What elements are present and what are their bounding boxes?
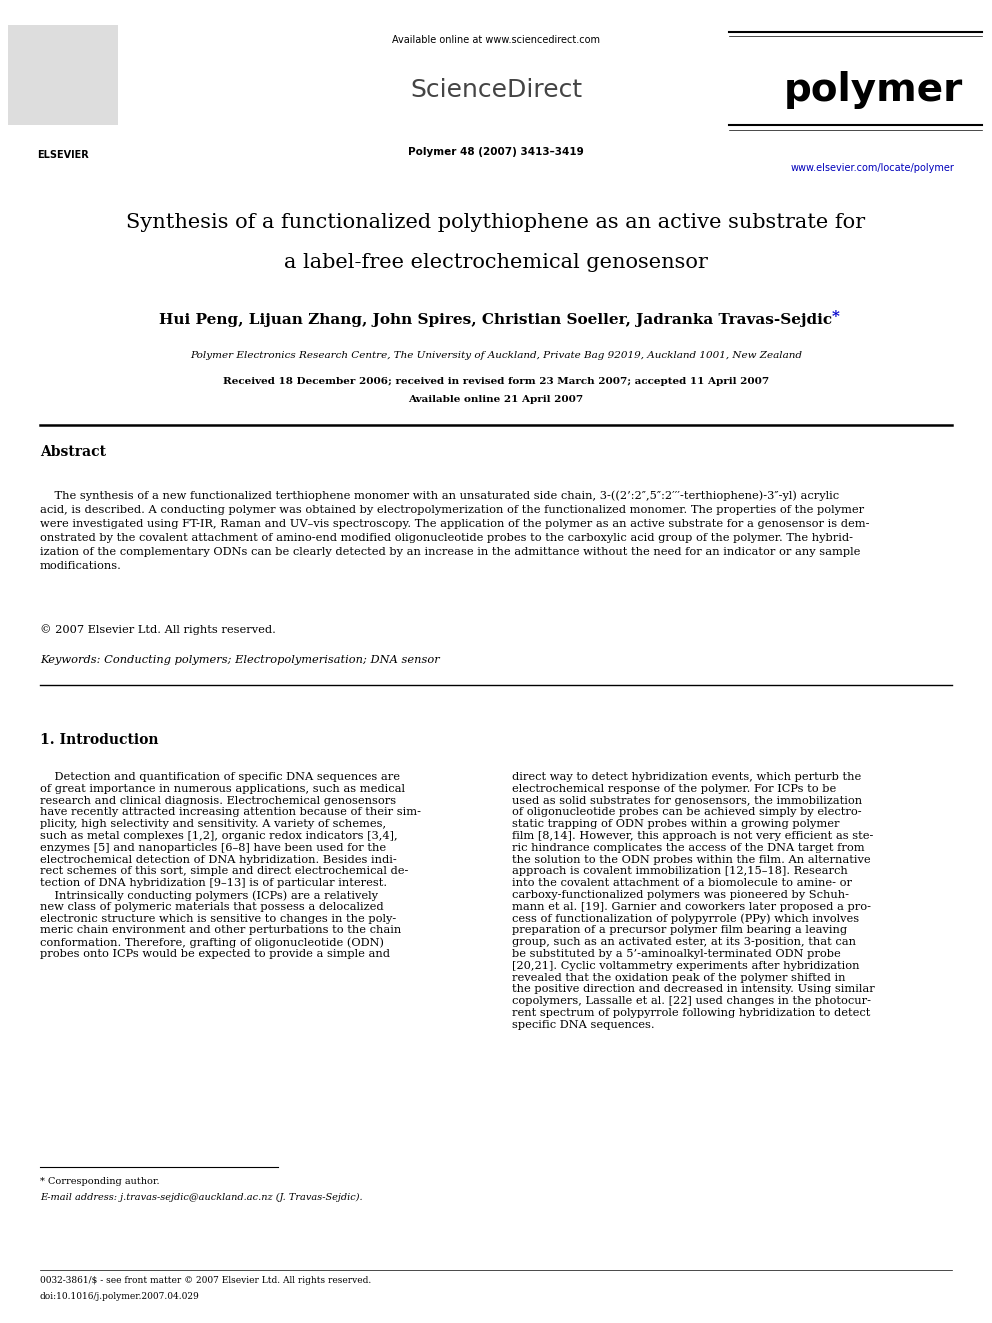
Text: ScienceDirect: ScienceDirect <box>410 78 582 102</box>
Text: tection of DNA hybridization [9–13] is of particular interest.: tection of DNA hybridization [9–13] is o… <box>40 878 387 888</box>
Text: have recently attracted increasing attention because of their sim-: have recently attracted increasing atten… <box>40 807 421 818</box>
Text: Available online 21 April 2007: Available online 21 April 2007 <box>409 396 583 405</box>
Text: used as solid substrates for genosensors, the immobilization: used as solid substrates for genosensors… <box>512 795 862 806</box>
Text: rent spectrum of polypyrrole following hybridization to detect: rent spectrum of polypyrrole following h… <box>512 1008 870 1017</box>
Text: static trapping of ODN probes within a growing polymer: static trapping of ODN probes within a g… <box>512 819 839 830</box>
Text: electronic structure which is sensitive to changes in the poly-: electronic structure which is sensitive … <box>40 914 396 923</box>
Text: electrochemical response of the polymer. For ICPs to be: electrochemical response of the polymer.… <box>512 783 836 794</box>
Text: film [8,14]. However, this approach is not very efficient as ste-: film [8,14]. However, this approach is n… <box>512 831 873 841</box>
Text: plicity, high selectivity and sensitivity. A variety of schemes,: plicity, high selectivity and sensitivit… <box>40 819 386 830</box>
Text: meric chain environment and other perturbations to the chain: meric chain environment and other pertur… <box>40 925 401 935</box>
Text: group, such as an activated ester, at its 3-position, that can: group, such as an activated ester, at it… <box>512 937 856 947</box>
Text: a label-free electrochemical genosensor: a label-free electrochemical genosensor <box>284 253 708 271</box>
Text: be substituted by a 5’-aminoalkyl-terminated ODN probe: be substituted by a 5’-aminoalkyl-termin… <box>512 949 840 959</box>
Text: enzymes [5] and nanoparticles [6–8] have been used for the: enzymes [5] and nanoparticles [6–8] have… <box>40 843 386 853</box>
Text: Abstract: Abstract <box>40 445 106 459</box>
Text: specific DNA sequences.: specific DNA sequences. <box>512 1020 655 1029</box>
Text: doi:10.1016/j.polymer.2007.04.029: doi:10.1016/j.polymer.2007.04.029 <box>40 1293 199 1301</box>
Text: E-mail address: j.travas-sejdic@auckland.ac.nz (J. Travas-Sejdic).: E-mail address: j.travas-sejdic@auckland… <box>40 1193 362 1203</box>
Text: revealed that the oxidation peak of the polymer shifted in: revealed that the oxidation peak of the … <box>512 972 845 983</box>
Text: Polymer 48 (2007) 3413–3419: Polymer 48 (2007) 3413–3419 <box>408 147 584 157</box>
Text: copolymers, Lassalle et al. [22] used changes in the photocur-: copolymers, Lassalle et al. [22] used ch… <box>512 996 871 1007</box>
Text: Available online at www.sciencedirect.com: Available online at www.sciencedirect.co… <box>392 34 600 45</box>
Text: The synthesis of a new functionalized terthiophene monomer with an unsaturated s: The synthesis of a new functionalized te… <box>40 490 869 570</box>
Text: Hui Peng, Lijuan Zhang, John Spires, Christian Soeller, Jadranka Travas-Sejdic: Hui Peng, Lijuan Zhang, John Spires, Chr… <box>160 314 832 327</box>
Text: of great importance in numerous applications, such as medical: of great importance in numerous applicat… <box>40 783 405 794</box>
Text: mann et al. [19]. Garnier and coworkers later proposed a pro-: mann et al. [19]. Garnier and coworkers … <box>512 902 871 912</box>
Text: © 2007 Elsevier Ltd. All rights reserved.: © 2007 Elsevier Ltd. All rights reserved… <box>40 624 276 635</box>
Text: 0032-3861/$ - see front matter © 2007 Elsevier Ltd. All rights reserved.: 0032-3861/$ - see front matter © 2007 El… <box>40 1275 371 1285</box>
Text: Intrinsically conducting polymers (ICPs) are a relatively: Intrinsically conducting polymers (ICPs)… <box>40 890 378 901</box>
Text: conformation. Therefore, grafting of oligonucleotide (ODN): conformation. Therefore, grafting of oli… <box>40 937 384 947</box>
Text: preparation of a precursor polymer film bearing a leaving: preparation of a precursor polymer film … <box>512 925 847 935</box>
Text: carboxy-functionalized polymers was pioneered by Schuh-: carboxy-functionalized polymers was pion… <box>512 890 849 900</box>
Bar <box>8 25 118 124</box>
Text: Synthesis of a functionalized polythiophene as an active substrate for: Synthesis of a functionalized polythioph… <box>126 213 866 232</box>
Text: into the covalent attachment of a biomolecule to amine- or: into the covalent attachment of a biomol… <box>512 878 852 888</box>
Text: the positive direction and decreased in intensity. Using similar: the positive direction and decreased in … <box>512 984 875 995</box>
Text: [20,21]. Cyclic voltammetry experiments after hybridization: [20,21]. Cyclic voltammetry experiments … <box>512 960 859 971</box>
Text: Detection and quantification of specific DNA sequences are: Detection and quantification of specific… <box>40 773 400 782</box>
Text: cess of functionalization of polypyrrole (PPy) which involves: cess of functionalization of polypyrrole… <box>512 914 859 925</box>
Text: *: * <box>831 310 839 324</box>
Text: ELSEVIER: ELSEVIER <box>37 149 89 160</box>
Text: electrochemical detection of DNA hybridization. Besides indi-: electrochemical detection of DNA hybridi… <box>40 855 397 865</box>
Text: 1. Introduction: 1. Introduction <box>40 733 158 747</box>
Text: ric hindrance complicates the access of the DNA target from: ric hindrance complicates the access of … <box>512 843 864 853</box>
Text: Received 18 December 2006; received in revised form 23 March 2007; accepted 11 A: Received 18 December 2006; received in r… <box>223 377 769 386</box>
Text: * Corresponding author.: * Corresponding author. <box>40 1177 160 1185</box>
Text: www.elsevier.com/locate/polymer: www.elsevier.com/locate/polymer <box>791 163 955 173</box>
Text: approach is covalent immobilization [12,15–18]. Research: approach is covalent immobilization [12,… <box>512 867 847 876</box>
Text: polymer: polymer <box>784 71 962 108</box>
Text: research and clinical diagnosis. Electrochemical genosensors: research and clinical diagnosis. Electro… <box>40 795 396 806</box>
Text: probes onto ICPs would be expected to provide a simple and: probes onto ICPs would be expected to pr… <box>40 949 390 959</box>
Text: the solution to the ODN probes within the film. An alternative: the solution to the ODN probes within th… <box>512 855 871 865</box>
Text: Polymer Electronics Research Centre, The University of Auckland, Private Bag 920: Polymer Electronics Research Centre, The… <box>190 351 802 360</box>
Text: direct way to detect hybridization events, which perturb the: direct way to detect hybridization event… <box>512 773 861 782</box>
Text: new class of polymeric materials that possess a delocalized: new class of polymeric materials that po… <box>40 902 383 912</box>
Text: such as metal complexes [1,2], organic redox indicators [3,4],: such as metal complexes [1,2], organic r… <box>40 831 398 841</box>
Text: rect schemes of this sort, simple and direct electrochemical de-: rect schemes of this sort, simple and di… <box>40 867 408 876</box>
Text: of oligonucleotide probes can be achieved simply by electro-: of oligonucleotide probes can be achieve… <box>512 807 861 818</box>
Text: Keywords: Conducting polymers; Electropolymerisation; DNA sensor: Keywords: Conducting polymers; Electropo… <box>40 655 439 665</box>
